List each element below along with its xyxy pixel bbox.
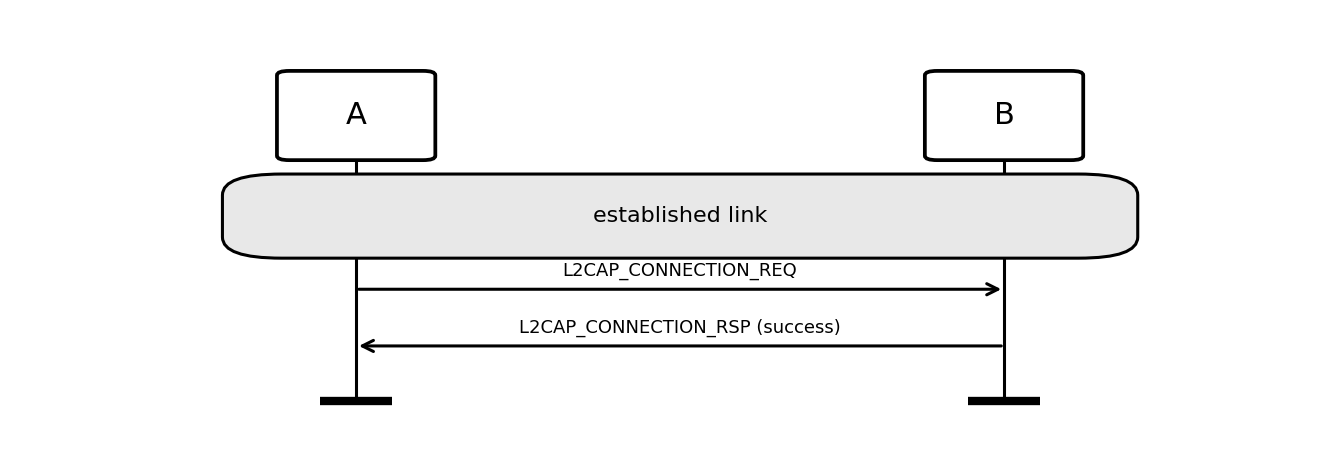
Text: A: A [346, 101, 366, 130]
Text: B: B [994, 101, 1014, 130]
Text: established link: established link [593, 206, 767, 226]
FancyBboxPatch shape [277, 71, 435, 160]
Text: L2CAP_CONNECTION_RSP (success): L2CAP_CONNECTION_RSP (success) [519, 319, 841, 337]
Text: L2CAP_CONNECTION_REQ: L2CAP_CONNECTION_REQ [563, 262, 798, 280]
FancyBboxPatch shape [223, 174, 1137, 258]
FancyBboxPatch shape [925, 71, 1083, 160]
